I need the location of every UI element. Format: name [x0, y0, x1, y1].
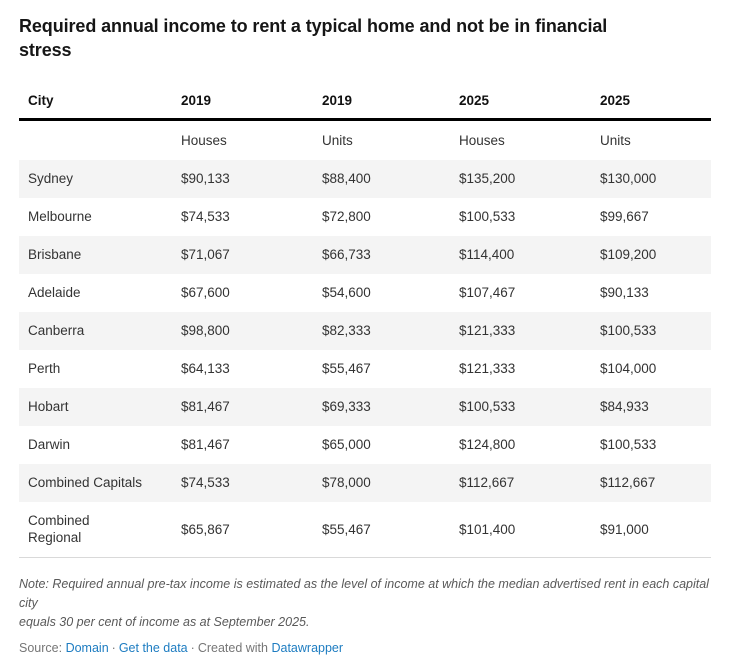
created-with-label: Created with	[197, 641, 268, 655]
value-cell: $90,133	[600, 285, 649, 300]
value-cell: $104,000	[600, 361, 657, 376]
table-row-combined-capitals: Combined Capitals $74,533 $78,000 $112,6…	[19, 464, 711, 502]
value-cell: $101,400	[449, 502, 590, 558]
value-cell: $69,333	[322, 399, 371, 414]
table-row-adelaide: Adelaide $67,600 $54,600 $107,467 $90,13…	[19, 274, 711, 312]
value-cell: $99,667	[600, 209, 649, 224]
city-cell: Darwin	[28, 437, 71, 452]
value-cell: $66,733	[322, 247, 371, 262]
source-label: Source:	[19, 641, 63, 655]
value-cell: $90,133	[181, 171, 230, 186]
table-body: Sydney $90,133 $88,400 $135,200 $130,000…	[19, 160, 711, 558]
value-cell: $91,000	[590, 502, 711, 558]
city-cell: Combined Regional	[19, 502, 171, 558]
value-cell: $65,867	[171, 502, 312, 558]
value-cell: $55,467	[322, 361, 371, 376]
value-cell: $112,667	[600, 475, 656, 490]
value-cell: $135,200	[459, 171, 516, 186]
city-cell: Hobart	[28, 399, 69, 414]
city-cell: Adelaide	[28, 285, 81, 300]
table-row-canberra: Canberra $98,800 $82,333 $121,333 $100,5…	[19, 312, 711, 350]
value-cell: $88,400	[322, 171, 371, 186]
col-subheader-units-2025: Units	[600, 133, 631, 148]
value-cell: $71,067	[181, 247, 230, 262]
value-cell: $82,333	[322, 323, 371, 338]
value-cell: $67,600	[181, 285, 230, 300]
value-cell: $100,533	[459, 399, 516, 414]
value-cell: $107,467	[459, 285, 516, 300]
col-header-2025-units: 2025	[590, 87, 711, 121]
value-cell: $78,000	[322, 475, 371, 490]
city-cell: Sydney	[28, 171, 74, 186]
table-row-brisbane: Brisbane $71,067 $66,733 $114,400 $109,2…	[19, 236, 711, 274]
col-header-2019-houses: 2019	[171, 87, 312, 121]
value-cell: $74,533	[181, 475, 230, 490]
attribution-line: Source: Domain · Get the data · Created with…	[19, 640, 711, 656]
value-cell: $65,000	[322, 437, 371, 452]
table-row-darwin: Darwin $81,467 $65,000 $124,800 $100,533	[19, 426, 711, 464]
value-cell: $121,333	[459, 323, 516, 338]
value-cell: $84,933	[600, 399, 649, 414]
table-row-melbourne: Melbourne $74,533 $72,800 $100,533 $99,6…	[19, 198, 711, 236]
header-year-row: City 2019 2019 2025 2025	[19, 87, 711, 121]
table-row-sydney: Sydney $90,133 $88,400 $135,200 $130,000	[19, 160, 711, 198]
source-link[interactable]: Domain	[65, 641, 109, 655]
value-cell: $124,800	[459, 437, 516, 452]
value-cell: $74,533	[181, 209, 230, 224]
table-row-perth: Perth $64,133 $55,467 $121,333 $104,000	[19, 350, 711, 388]
value-cell: $109,200	[600, 247, 657, 262]
dot-separator: ·	[111, 641, 116, 655]
table-row-combined-regional: Combined Regional $65,867 $55,467 $101,4…	[19, 502, 711, 558]
city-cell: Combined Capitals	[28, 475, 143, 490]
col-header-city: City	[19, 87, 171, 121]
city-cell: Perth	[28, 361, 61, 376]
value-cell: $72,800	[322, 209, 371, 224]
dot-separator: ·	[190, 641, 195, 655]
value-cell: $121,333	[459, 361, 516, 376]
city-cell: Brisbane	[28, 247, 82, 262]
table-note: Note: Required annual pre-tax income is …	[19, 577, 709, 629]
col-subheader-empty	[19, 120, 171, 161]
income-table: City 2019 2019 2025 2025 Houses Units Ho…	[19, 87, 711, 558]
value-cell: $100,533	[600, 437, 657, 452]
value-cell: $55,467	[312, 502, 449, 558]
value-cell: $81,467	[181, 437, 230, 452]
datawrapper-link[interactable]: Datawrapper	[271, 641, 344, 655]
col-header-2019-units: 2019	[312, 87, 449, 121]
get-the-data-link[interactable]: Get the data	[118, 641, 188, 655]
value-cell: $130,000	[600, 171, 657, 186]
value-cell: $64,133	[181, 361, 230, 376]
col-subheader-units-2019: Units	[322, 133, 353, 148]
city-cell: Canberra	[28, 323, 85, 338]
col-subheader-houses-2025: Houses	[459, 133, 505, 148]
col-subheader-houses-2019: Houses	[181, 133, 227, 148]
header-type-row: Houses Units Houses Units	[19, 120, 711, 161]
page-title: Required annual income to rent a typical…	[19, 16, 608, 60]
value-cell: $98,800	[181, 323, 230, 338]
table-row-hobart: Hobart $81,467 $69,333 $100,533 $84,933	[19, 388, 711, 426]
value-cell: $100,533	[600, 323, 657, 338]
value-cell: $112,667	[459, 475, 515, 490]
table-header: City 2019 2019 2025 2025 Houses Units Ho…	[19, 87, 711, 160]
value-cell: $100,533	[459, 209, 516, 224]
city-cell: Melbourne	[28, 209, 92, 224]
col-header-2025-houses: 2025	[449, 87, 590, 121]
value-cell: $114,400	[459, 247, 515, 262]
value-cell: $54,600	[322, 285, 371, 300]
value-cell: $81,467	[181, 399, 230, 414]
